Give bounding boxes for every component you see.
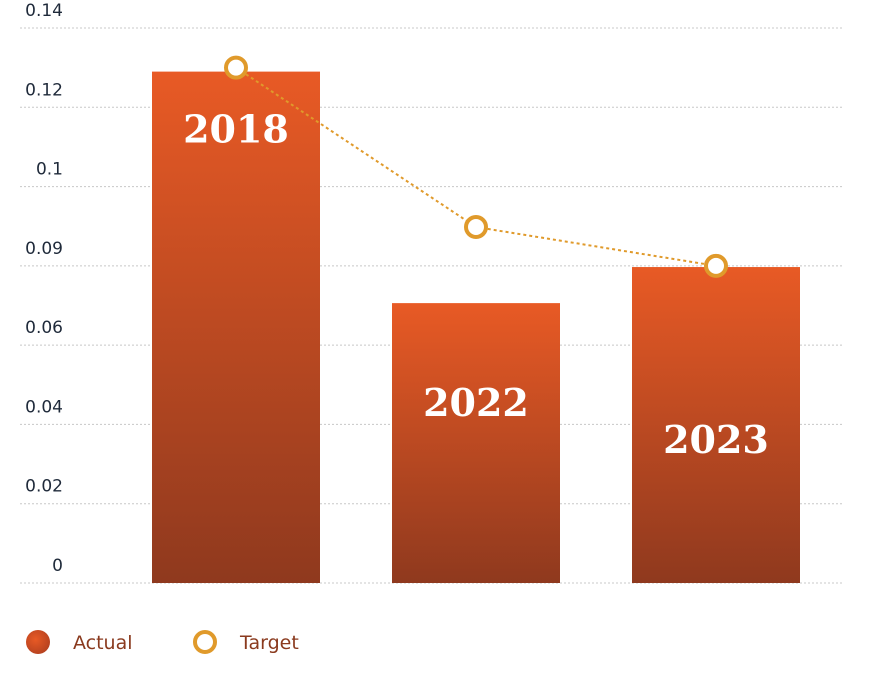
y-tick-label: 0.1 [36,160,63,180]
target-marker [704,253,728,278]
target-marker [224,55,248,80]
legend-label: Actual [73,632,133,654]
bar [632,267,800,583]
y-tick-label: 0.02 [25,477,63,497]
target-marker [464,215,488,240]
y-tick-label: 0.12 [25,80,63,100]
bar [152,71,320,583]
bar-category-label: 2023 [663,417,769,462]
y-tick-label: 0.04 [25,397,63,417]
y-tick-label: 0.06 [25,318,63,338]
bar-category-label: 2022 [423,380,529,425]
y-tick-label: 0 [52,556,63,576]
bar [392,303,560,583]
legend-swatch [193,630,217,654]
legend-label: Target [239,632,299,654]
y-tick-label: 0.14 [25,1,63,21]
y-tick-label: 0.09 [25,239,63,259]
legend-swatch [26,630,50,654]
bar-category-label: 2018 [183,107,289,152]
